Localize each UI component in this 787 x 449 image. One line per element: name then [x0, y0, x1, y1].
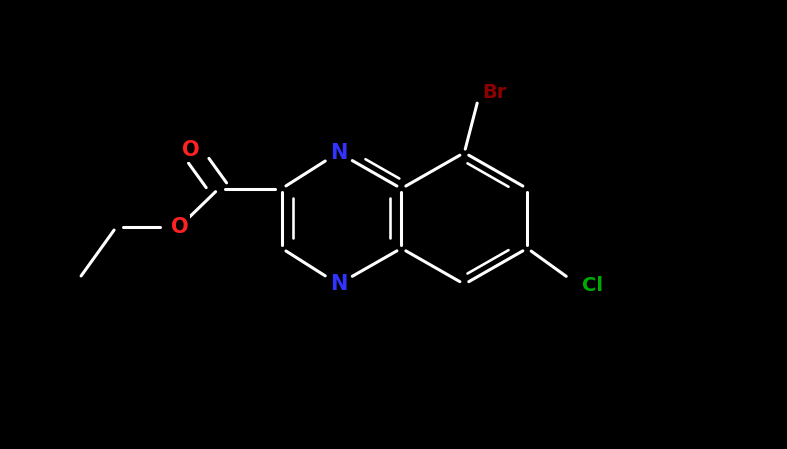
- Text: O: O: [171, 217, 188, 237]
- Text: O: O: [183, 141, 200, 160]
- Text: N: N: [330, 143, 347, 163]
- Text: Cl: Cl: [582, 276, 603, 295]
- Text: N: N: [330, 274, 347, 294]
- Text: Br: Br: [482, 83, 506, 101]
